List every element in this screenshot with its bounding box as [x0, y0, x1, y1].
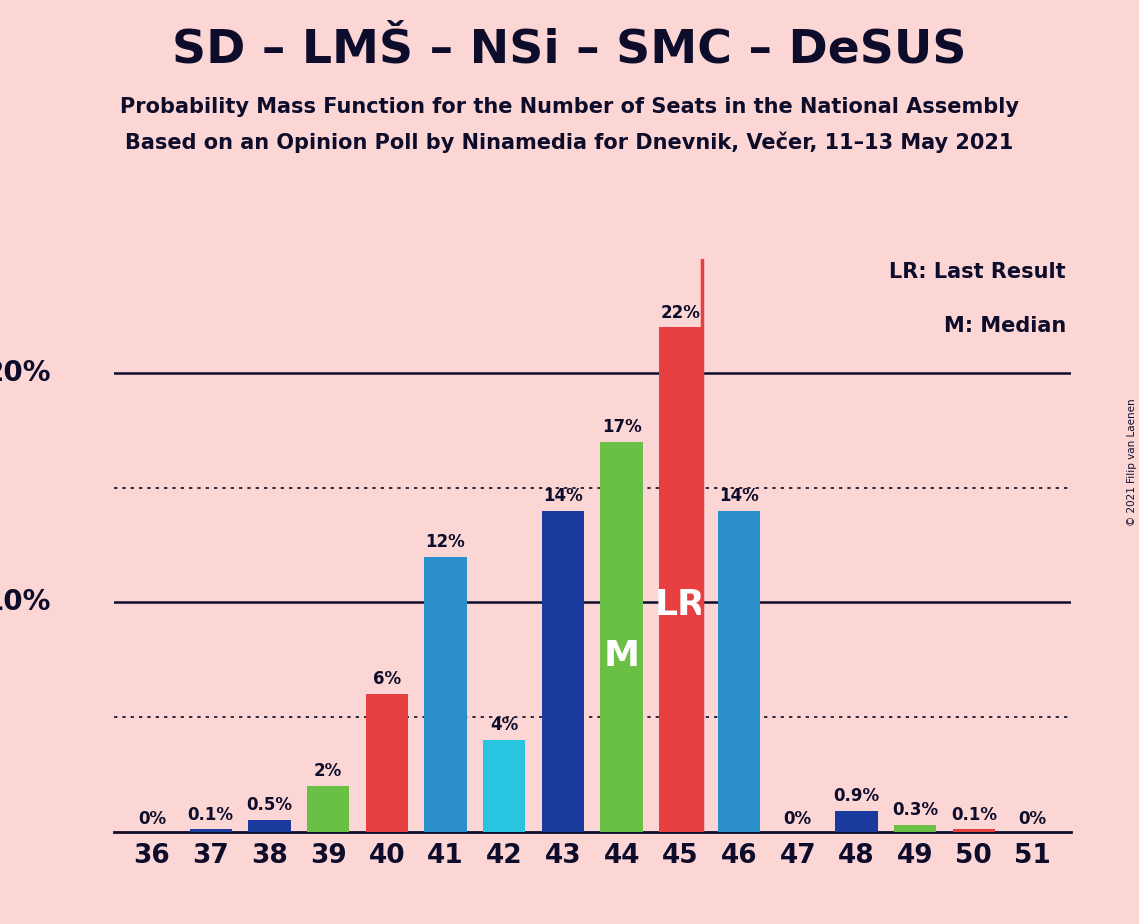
Text: 20%: 20% — [0, 359, 51, 387]
Text: 22%: 22% — [661, 304, 700, 322]
Text: LR: LR — [655, 588, 706, 622]
Text: 0.3%: 0.3% — [892, 801, 939, 819]
Text: 0%: 0% — [1018, 810, 1047, 828]
Bar — [483, 740, 525, 832]
Bar — [894, 825, 936, 832]
Text: Based on an Opinion Poll by Ninamedia for Dnevnik, Večer, 11–13 May 2021: Based on an Opinion Poll by Ninamedia fo… — [125, 131, 1014, 152]
Text: LR: Last Result: LR: Last Result — [890, 261, 1066, 282]
Text: 6%: 6% — [372, 671, 401, 688]
Text: 2%: 2% — [314, 762, 342, 780]
Text: 0%: 0% — [138, 810, 166, 828]
Text: 10%: 10% — [0, 589, 51, 616]
Text: 12%: 12% — [426, 533, 466, 551]
Text: 4%: 4% — [490, 716, 518, 735]
Bar — [952, 830, 995, 832]
Bar — [659, 327, 702, 832]
Text: 0.9%: 0.9% — [834, 787, 879, 805]
Text: SD – LMŠ – NSi – SMC – DeSUS: SD – LMŠ – NSi – SMC – DeSUS — [172, 28, 967, 73]
Text: 14%: 14% — [719, 487, 759, 505]
Text: © 2021 Filip van Laenen: © 2021 Filip van Laenen — [1126, 398, 1137, 526]
Bar — [718, 511, 760, 832]
Bar — [542, 511, 584, 832]
Text: Probability Mass Function for the Number of Seats in the National Assembly: Probability Mass Function for the Number… — [120, 97, 1019, 117]
Text: 0.1%: 0.1% — [188, 806, 233, 823]
Text: 14%: 14% — [543, 487, 583, 505]
Text: 0.5%: 0.5% — [246, 796, 293, 814]
Text: M: M — [604, 639, 640, 674]
Bar — [600, 442, 642, 832]
Bar — [308, 785, 350, 832]
Text: M: Median: M: Median — [943, 316, 1066, 336]
Bar — [425, 556, 467, 832]
Bar — [366, 694, 408, 832]
Bar — [835, 811, 877, 832]
Bar — [248, 821, 290, 832]
Bar — [189, 830, 232, 832]
Text: 0.1%: 0.1% — [951, 806, 997, 823]
Text: 0%: 0% — [784, 810, 812, 828]
Text: 17%: 17% — [601, 419, 641, 436]
